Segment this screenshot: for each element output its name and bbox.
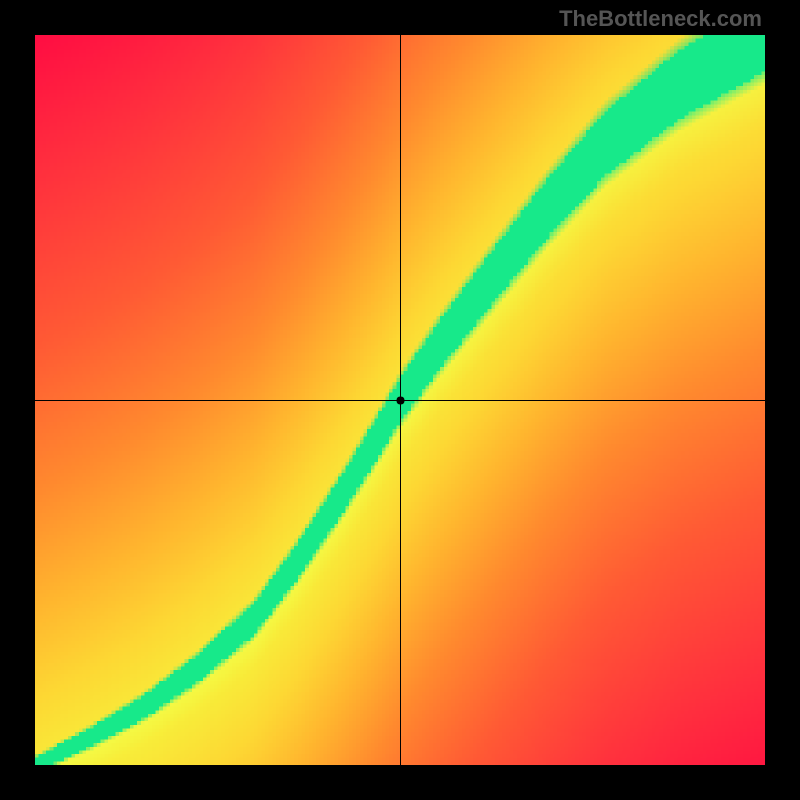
crosshair-overlay — [35, 35, 765, 765]
watermark-text: TheBottleneck.com — [559, 6, 762, 32]
bottleneck-heatmap-container: { "watermark": { "text": "TheBottleneck.… — [0, 0, 800, 800]
